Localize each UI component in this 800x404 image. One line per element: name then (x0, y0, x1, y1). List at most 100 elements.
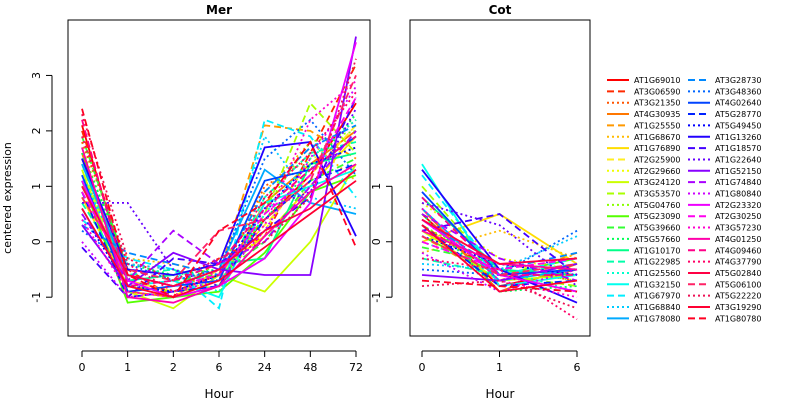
legend-label: AT2G25900 (634, 155, 680, 164)
y-tick-label-mer: 0 (30, 238, 43, 245)
series-line-mer-at1g25560 (81, 119, 357, 293)
legend-label: AT3G21350 (634, 99, 680, 108)
legend-label: AT1G10170 (634, 246, 680, 255)
series-line-mer-at4g09460 (81, 119, 357, 288)
series-line-mer-at5g22220 (81, 58, 357, 282)
series-line-cot-at5g06100 (421, 235, 578, 276)
legend-label: AT1G25560 (634, 269, 680, 278)
legend-label: AT1G80780 (715, 314, 761, 323)
panel-title-cot: Cot (489, 3, 512, 17)
series-line-cot-at3g48360 (421, 229, 578, 276)
y-tick-label-cot: 0 (370, 238, 383, 245)
x-tick-label-mer: 2 (170, 361, 177, 374)
x-tick-label-mer: 0 (79, 361, 86, 374)
series-line-cot-at5g02840 (421, 218, 578, 265)
x-tick-label-mer: 72 (349, 361, 363, 374)
legend-label: AT1G78080 (634, 314, 680, 323)
legend-label: AT4G37790 (715, 258, 761, 267)
series-line-mer-at3g19290 (81, 180, 357, 299)
legend-label: AT4G30935 (634, 110, 680, 119)
series-line-cot-at2g30250 (421, 240, 578, 271)
series-line-cot-at3g53570 (421, 185, 578, 287)
series-line-cot-at1g68840 (421, 235, 578, 271)
axes-layer: 0 1 2 6 24 48 72 -1 0 1 2 3 0 1 6 -1 0 1 (30, 72, 581, 374)
legend-label: AT1G13260 (715, 133, 761, 142)
legend-label: AT1G76890 (634, 144, 680, 153)
plot-frame-cot (409, 19, 591, 337)
legend-label: AT3G48360 (715, 87, 761, 96)
legend-label: AT3G24120 (634, 178, 680, 187)
legend-label: AT1G69010 (634, 76, 680, 85)
legend-label: AT1G67970 (634, 292, 680, 301)
legend-label: AT1G22985 (634, 258, 680, 267)
series-line-cot-at1g18570 (421, 213, 578, 276)
series-line-mer-at1g80780 (81, 108, 357, 299)
legend-label: AT2G30250 (715, 212, 761, 221)
legend-label: AT1G74840 (715, 178, 761, 187)
series-line-cot-at5g22220 (421, 279, 578, 310)
legend-label: AT1G68840 (634, 303, 680, 312)
series-line-cot-at1g74840 (421, 213, 578, 282)
legend-label: AT1G22640 (715, 155, 761, 164)
legend-label: AT1G52150 (715, 167, 761, 176)
x-tick-label-cot: 0 (419, 361, 426, 374)
legend-label: AT4G02640 (715, 99, 761, 108)
legend-label: AT4G01250 (715, 235, 761, 244)
legend-label: AT4G09460 (715, 246, 761, 255)
legend-label: AT5G49450 (715, 121, 761, 130)
series-line-cot-at3g19290 (421, 224, 578, 293)
legend-label: AT1G80840 (715, 190, 761, 199)
y-axis-title: centered expression (1, 142, 14, 254)
legend-label: AT5G39660 (634, 224, 680, 233)
legend-label: AT2G23320 (715, 201, 761, 210)
legend-label: AT3G57230 (715, 224, 761, 233)
legend-label: AT1G25550 (634, 121, 680, 130)
series-line-cot-at4g37790 (421, 257, 578, 321)
legend-label: AT2G29660 (634, 167, 680, 176)
panel-title-mer: Mer (206, 3, 232, 17)
series-line-mer-at4g01250 (81, 147, 357, 304)
legend-label: AT5G22220 (715, 292, 761, 301)
legend: AT1G69010 AT3G06590 AT3G21350 AT4G30935 AT1G… (607, 76, 761, 323)
legend-label: AT5G04760 (634, 201, 680, 210)
plot-frame-mer (67, 19, 371, 337)
series-line-cot-at1g22640 (421, 202, 578, 287)
series-line-mer-at4g37790 (81, 91, 357, 293)
x-tick-label-cot: 1 (496, 361, 503, 374)
legend-label: AT3G28730 (715, 76, 761, 85)
legend-label: AT1G18570 (715, 144, 761, 153)
x-tick-label-mer: 24 (258, 361, 272, 374)
x-axis-title-cot: Hour (486, 387, 515, 400)
legend-label: AT3G19290 (715, 303, 761, 312)
series-line-cot-at5g57660 (421, 213, 578, 293)
legend-label: AT1G32150 (634, 280, 680, 289)
series-line-mer-at3g57230 (81, 80, 357, 299)
series-line-cot-at2g23320 (421, 218, 578, 293)
series-line-cot-at4g09460 (421, 196, 577, 276)
legend-label: AT5G23090 (634, 212, 680, 221)
y-tick-label-cot: 1 (370, 183, 383, 190)
series-line-cot-at3g57230 (421, 207, 578, 299)
legend-label: AT1G68670 (634, 133, 680, 142)
legend-label: AT5G28770 (715, 110, 761, 119)
x-tick-label-mer: 6 (216, 361, 223, 374)
legend-label: AT5G57660 (634, 235, 680, 244)
y-tick-label-mer: 2 (30, 127, 43, 134)
y-tick-label-mer: 1 (30, 183, 43, 190)
series-line-mer-at5g02840 (81, 169, 357, 288)
legend-label: AT5G02840 (715, 269, 761, 278)
x-tick-label-mer: 1 (124, 361, 131, 374)
legend-label: AT5G06100 (715, 280, 761, 289)
legend-label: AT3G53570 (634, 190, 680, 199)
series-line-cot-at1g80780 (421, 279, 578, 293)
series-layer-cot (421, 163, 578, 321)
y-tick-label-mer: 3 (30, 72, 43, 79)
series-line-cot-at1g68670 (421, 229, 578, 260)
x-axis-title-mer: Hour (205, 387, 234, 400)
x-tick-label-cot: 6 (574, 361, 581, 374)
y-tick-label-mer: -1 (30, 292, 43, 303)
y-tick-label-cot: -1 (370, 292, 383, 303)
series-layer-mer (81, 36, 357, 310)
